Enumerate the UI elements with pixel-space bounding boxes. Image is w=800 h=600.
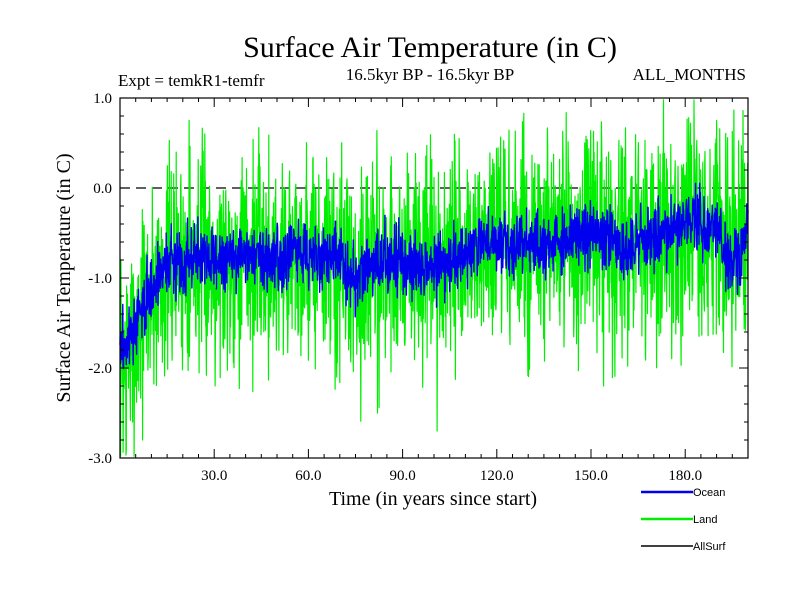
y-tick-label: 0.0 xyxy=(93,181,112,197)
x-tick-label: 150.0 xyxy=(574,468,608,484)
period-label: 16.5kyr BP - 16.5kyr BP xyxy=(346,65,514,84)
x-tick-label: 60.0 xyxy=(295,468,321,484)
legend: Ocean Land AllSurf xyxy=(641,487,726,553)
plot-area: 30.0 60.0 90.0 120.0 150.0 180.0 -3.0 -2.0 -1.0 0… xyxy=(88,91,749,484)
x-tick-label: 30.0 xyxy=(201,468,227,484)
x-tick-label: 180.0 xyxy=(668,468,702,484)
legend-label-allsurf: AllSurf xyxy=(693,541,726,553)
legend-label-land: Land xyxy=(693,514,717,526)
experiment-label: Expt = temkR1-temfr xyxy=(118,71,265,90)
y-tick-label: -1.0 xyxy=(88,271,112,287)
legend-label-ocean: Ocean xyxy=(693,487,725,499)
chart-title: Surface Air Temperature (in C) xyxy=(243,31,617,64)
series-line-ocean xyxy=(119,182,749,370)
y-axis-label: Surface Air Temperature (in C) xyxy=(53,153,75,402)
months-label: ALL_MONTHS xyxy=(633,65,746,84)
x-axis-label: Time (in years since start) xyxy=(329,488,537,510)
y-tick-label: -2.0 xyxy=(88,361,112,377)
y-tick-label: 1.0 xyxy=(93,91,112,107)
x-tick-label: 120.0 xyxy=(480,468,514,484)
y-tick-label: -3.0 xyxy=(88,451,112,467)
x-tick-label: 90.0 xyxy=(389,468,415,484)
